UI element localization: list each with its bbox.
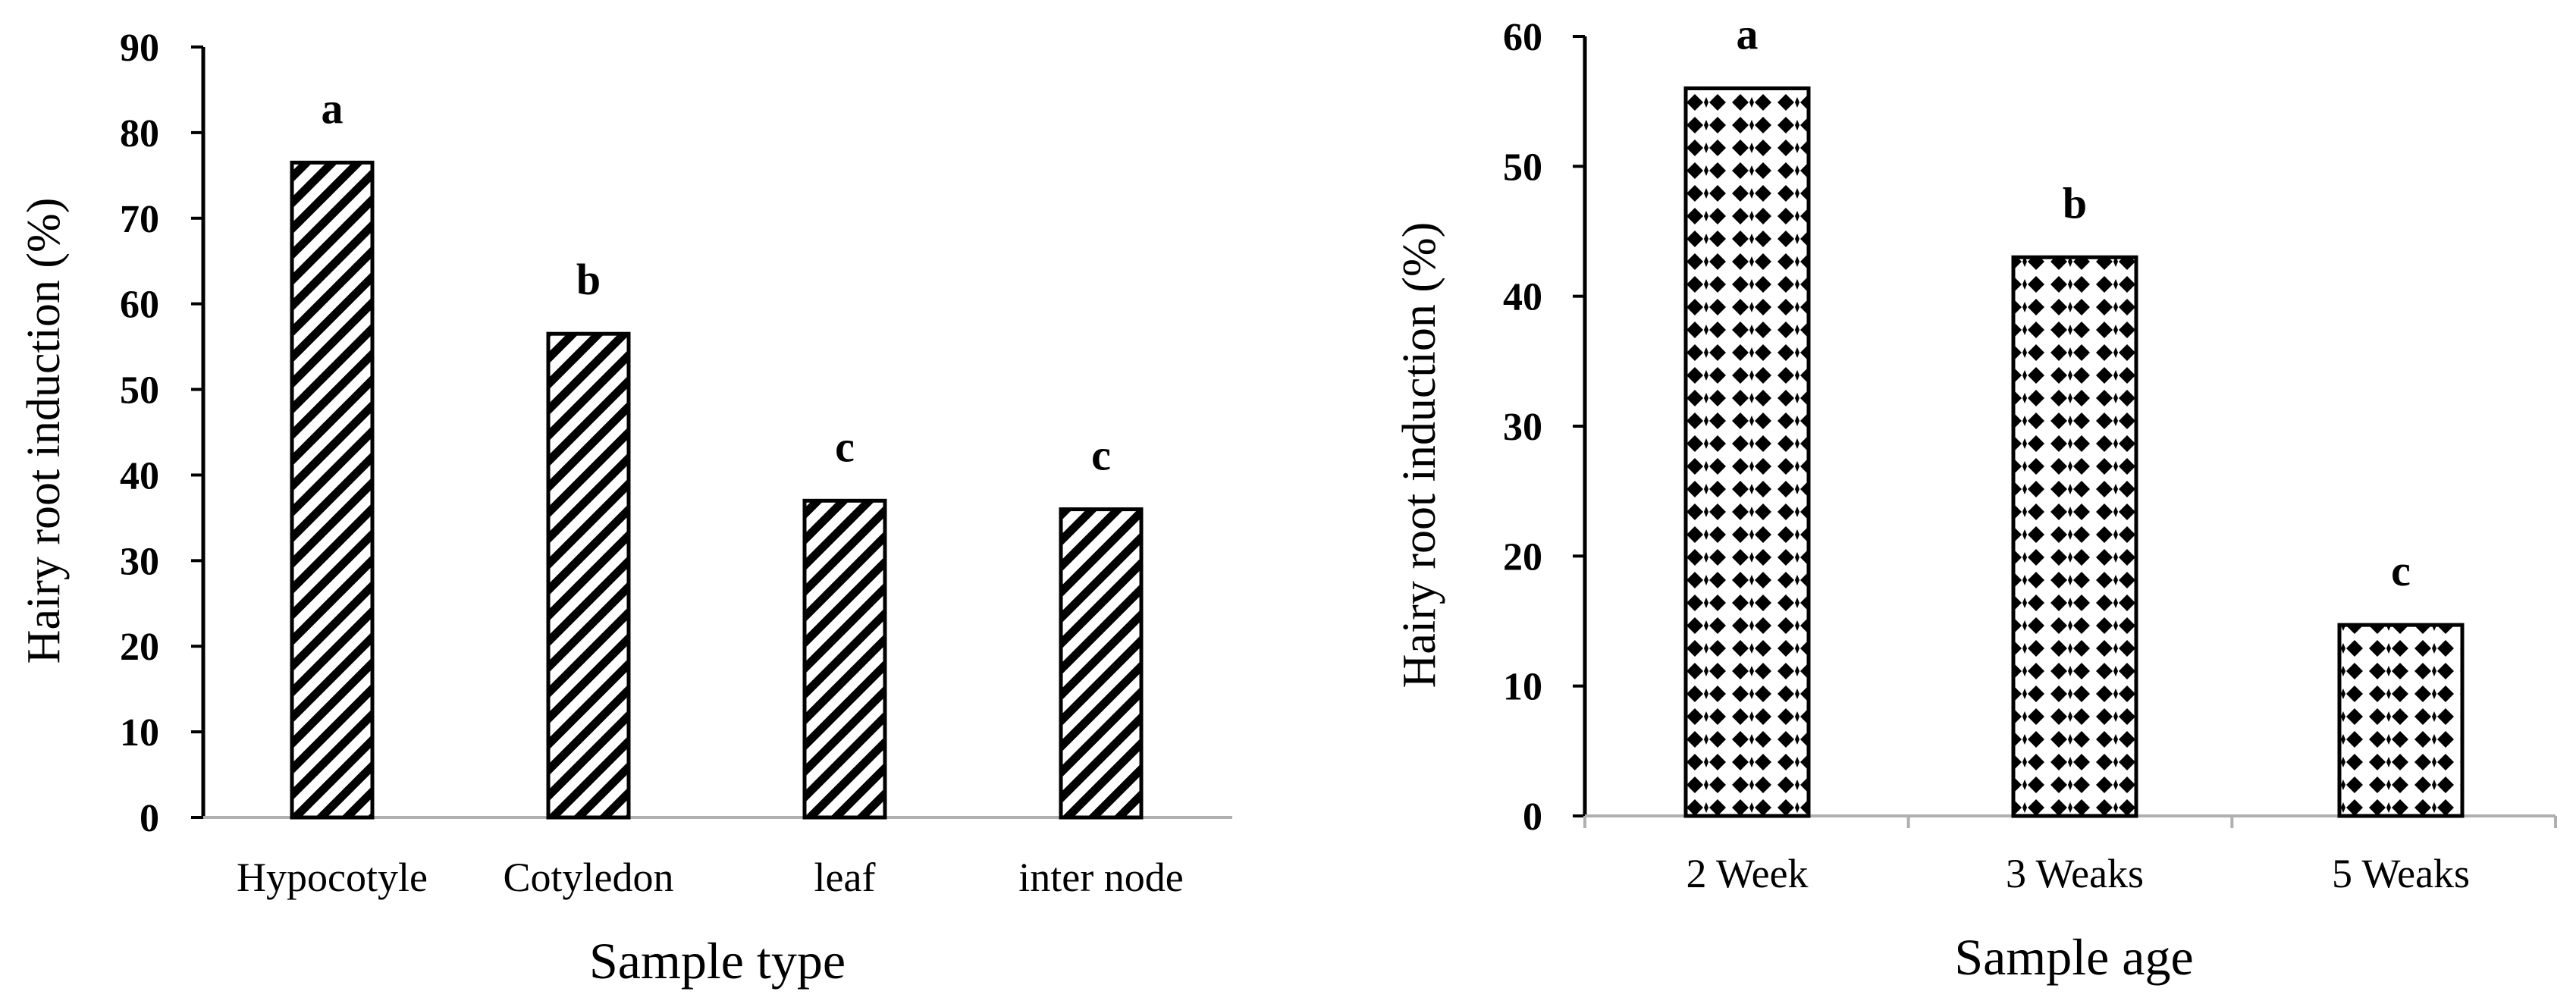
x-axis-title-1: Sample type — [589, 932, 846, 990]
significance-label-1-1: b — [576, 255, 601, 304]
category-label-2-1: 3 Weaks — [2006, 851, 2144, 896]
y-tick-label-1-7: 70 — [120, 198, 159, 241]
significance-label-1-0: a — [322, 83, 344, 133]
category-label-1-1: Cotyledon — [504, 855, 674, 900]
bar-1-2 — [802, 498, 887, 820]
category-label-1-0: Hypocotyle — [237, 855, 428, 900]
category-label-1-2: leaf — [814, 855, 876, 900]
y-tick-label-1-2: 20 — [120, 626, 159, 669]
y-tick-label-1-9: 90 — [120, 27, 159, 70]
significance-label-1-2: c — [835, 422, 855, 471]
y-tick-label-2-4: 40 — [1503, 276, 1542, 319]
significance-label-2-1: b — [2063, 178, 2087, 227]
y-tick-label-2-2: 20 — [1503, 535, 1542, 579]
y-axis-title-1: Hairy root induction (%) — [18, 198, 70, 664]
bar-1-3 — [1059, 507, 1144, 820]
bar-1-1 — [546, 331, 631, 820]
y-tick-label-1-3: 30 — [120, 540, 159, 583]
category-label-2-0: 2 Week — [1686, 851, 1808, 896]
y-tick-label-2-1: 10 — [1503, 666, 1542, 709]
y-tick-label-2-3: 30 — [1503, 406, 1542, 449]
significance-label-2-2: c — [2391, 546, 2411, 595]
y-tick-label-1-0: 0 — [140, 797, 159, 840]
significance-label-2-0: a — [1737, 10, 1759, 59]
bar-2-1 — [2011, 255, 2138, 818]
bar-2-0 — [1683, 86, 1811, 818]
y-tick-label-1-6: 60 — [120, 284, 159, 327]
category-label-1-3: inter node — [1018, 855, 1183, 900]
y-tick-label-2-6: 60 — [1503, 16, 1542, 59]
y-tick-label-1-5: 50 — [120, 369, 159, 413]
significance-label-1-3: c — [1091, 431, 1111, 480]
y-tick-label-1-4: 40 — [120, 454, 159, 497]
chart-sample-age: 0 10 20 30 40 50 60 a 2 Week b 3 Weaks c 5 Weaks Samp… — [1394, 10, 2557, 986]
chart-sample-type: 0 10 20 30 40 50 60 70 80 90 a Hypocotyle b Cotyledon… — [18, 27, 1232, 990]
y-tick-label-2-0: 0 — [1523, 795, 1542, 839]
bar-1-0 — [290, 160, 375, 820]
y-tick-label-2-5: 50 — [1503, 146, 1542, 189]
x-axis-title-2: Sample age — [1954, 928, 2193, 986]
bar-2-2 — [2337, 623, 2465, 818]
y-tick-label-1-8: 80 — [120, 112, 159, 155]
category-label-2-2: 5 Weaks — [2332, 851, 2470, 896]
y-axis-title-2: Hairy root induction (%) — [1394, 222, 1445, 689]
y-tick-label-1-1: 10 — [120, 711, 159, 755]
